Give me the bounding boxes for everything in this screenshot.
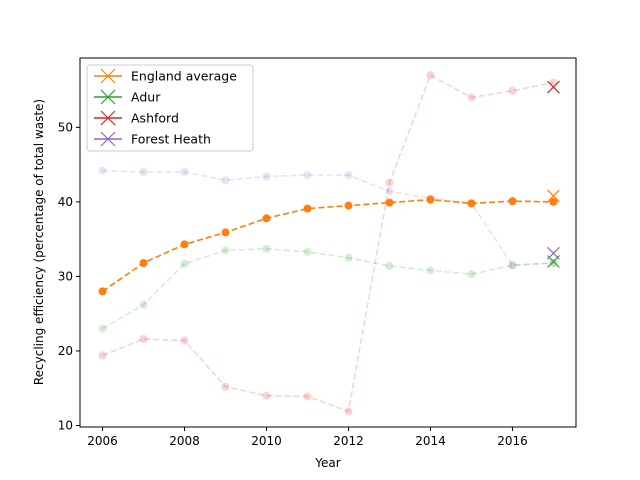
data-point (426, 71, 435, 80)
data-point (139, 300, 148, 309)
data-point (221, 228, 230, 237)
legend-frame (86, 64, 254, 152)
series-forest-heath (98, 166, 560, 270)
data-point (344, 253, 353, 262)
data-point (180, 240, 189, 249)
data-point (385, 187, 394, 196)
data-point (508, 197, 517, 206)
data-point (262, 214, 271, 223)
y-tick-label: 10 (58, 419, 73, 433)
data-point (508, 261, 517, 270)
y-axis: 10 20 30 40 50 (58, 120, 80, 433)
data-point (426, 266, 435, 275)
data-point (467, 199, 476, 208)
data-point (549, 259, 558, 267)
data-point (303, 204, 312, 213)
data-point (98, 324, 107, 333)
y-tick-label: 30 (58, 269, 73, 283)
data-point (549, 197, 558, 206)
x-tick-label: 2010 (251, 434, 282, 448)
x-axis-label: Year (314, 456, 340, 470)
series-line (102, 248, 554, 330)
data-point (98, 166, 107, 175)
data-point (262, 244, 271, 253)
x-tick-label: 2016 (497, 434, 528, 448)
data-point (344, 171, 353, 180)
data-point (303, 392, 312, 401)
y-tick-label: 20 (58, 344, 73, 358)
data-point (426, 195, 435, 204)
legend-item-ashford: Ashford (94, 111, 179, 126)
legend-item-forest-heath: Forest Heath (94, 132, 211, 147)
final-marker (547, 255, 560, 268)
data-point (139, 168, 148, 177)
data-point (467, 93, 476, 102)
series-england-average (98, 189, 560, 296)
data-point (549, 259, 558, 267)
data-point (344, 407, 353, 416)
final-marker (547, 80, 560, 94)
legend-label: Adur (131, 90, 161, 105)
data-point (262, 391, 271, 400)
legend-label: Forest Heath (131, 132, 211, 147)
data-point (549, 78, 558, 87)
y-tick-label: 50 (58, 120, 73, 134)
data-point (139, 335, 148, 344)
x-axis: 2006 2008 2010 2012 2014 2016 (87, 427, 528, 448)
x-tick-label: 2014 (415, 434, 446, 448)
data-point (221, 382, 230, 391)
final-marker (547, 189, 560, 203)
series-ashford (98, 71, 560, 416)
data-point (221, 246, 230, 255)
data-point (385, 198, 394, 207)
plot-frame (79, 57, 577, 428)
legend-label: Ashford (131, 111, 179, 126)
y-tick-label: 40 (58, 195, 73, 209)
legend-marker (100, 131, 116, 147)
series-line (102, 198, 554, 292)
data-point (139, 259, 148, 267)
legend-item-adur: Adur (94, 90, 161, 105)
data-point (303, 247, 312, 256)
data-point (180, 259, 189, 268)
data-point (508, 86, 517, 95)
data-point (221, 176, 230, 185)
legend-marker (100, 110, 116, 126)
data-point (344, 201, 353, 210)
data-point (98, 287, 107, 296)
series-layer (98, 71, 560, 416)
data-point (180, 336, 189, 345)
y-axis-label: Recycling efficiency (percentage of tota… (32, 99, 46, 385)
legend-marker (100, 89, 116, 105)
series-line (102, 169, 554, 267)
data-point (262, 172, 271, 181)
data-point (508, 261, 517, 270)
data-point (98, 351, 107, 360)
x-tick-label: 2008 (169, 434, 200, 448)
data-point (180, 168, 189, 177)
legend-label: England average (131, 69, 237, 84)
series-adur (98, 244, 560, 333)
legend-marker (100, 68, 116, 84)
data-point (467, 270, 476, 279)
data-point (385, 261, 394, 270)
legend-item-england-average: England average (94, 69, 237, 84)
x-tick-label: 2012 (333, 434, 364, 448)
data-point (385, 178, 394, 187)
x-tick-label: 2006 (87, 434, 118, 448)
data-point (303, 171, 312, 180)
legend: England average Adur Ashford Forest Heath (86, 64, 254, 152)
